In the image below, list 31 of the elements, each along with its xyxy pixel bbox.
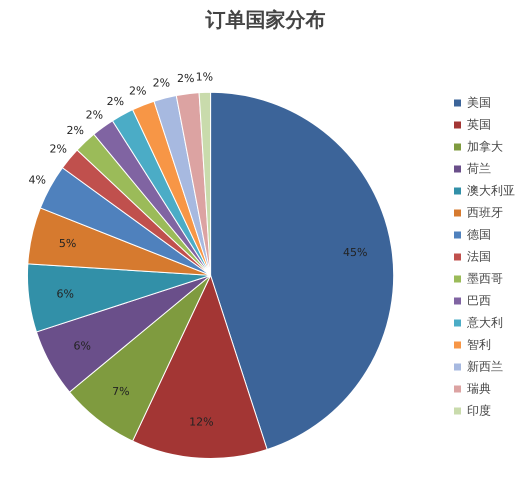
legend-label: 西班牙 bbox=[467, 204, 503, 221]
data-label: 7% bbox=[112, 385, 130, 398]
data-label: 4% bbox=[28, 173, 46, 186]
legend-label: 印度 bbox=[467, 402, 491, 419]
data-label: 2% bbox=[49, 142, 67, 156]
legend-label: 巴西 bbox=[467, 292, 491, 309]
data-label: 6% bbox=[56, 287, 74, 300]
data-label: 1% bbox=[196, 70, 214, 84]
legend-label: 意大利 bbox=[467, 314, 503, 331]
data-label: 45% bbox=[343, 246, 368, 259]
data-label: 2% bbox=[106, 94, 124, 108]
data-label: 2% bbox=[66, 124, 84, 138]
chart-title: 订单国家分布 bbox=[204, 8, 326, 32]
data-label: 2% bbox=[152, 76, 170, 90]
legend-label: 澳大利亚 bbox=[467, 182, 515, 199]
data-label: 6% bbox=[73, 340, 91, 353]
data-label: 2% bbox=[177, 72, 195, 85]
legend-label: 新西兰 bbox=[467, 358, 503, 375]
data-label: 12% bbox=[189, 416, 214, 429]
legend-label: 智利 bbox=[467, 336, 491, 353]
legend-label: 加拿大 bbox=[467, 138, 503, 155]
legend-label: 英国 bbox=[467, 116, 491, 133]
legend-label: 美国 bbox=[467, 94, 491, 111]
legend-label: 荷兰 bbox=[467, 160, 491, 177]
legend-label: 德国 bbox=[467, 226, 491, 243]
legend-label: 墨西哥 bbox=[467, 270, 503, 287]
data-label: 2% bbox=[86, 108, 104, 122]
data-label: 2% bbox=[129, 84, 147, 98]
data-label: 5% bbox=[58, 236, 76, 250]
legend-label: 瑞典 bbox=[467, 380, 491, 397]
legend-label: 法国 bbox=[467, 248, 491, 265]
